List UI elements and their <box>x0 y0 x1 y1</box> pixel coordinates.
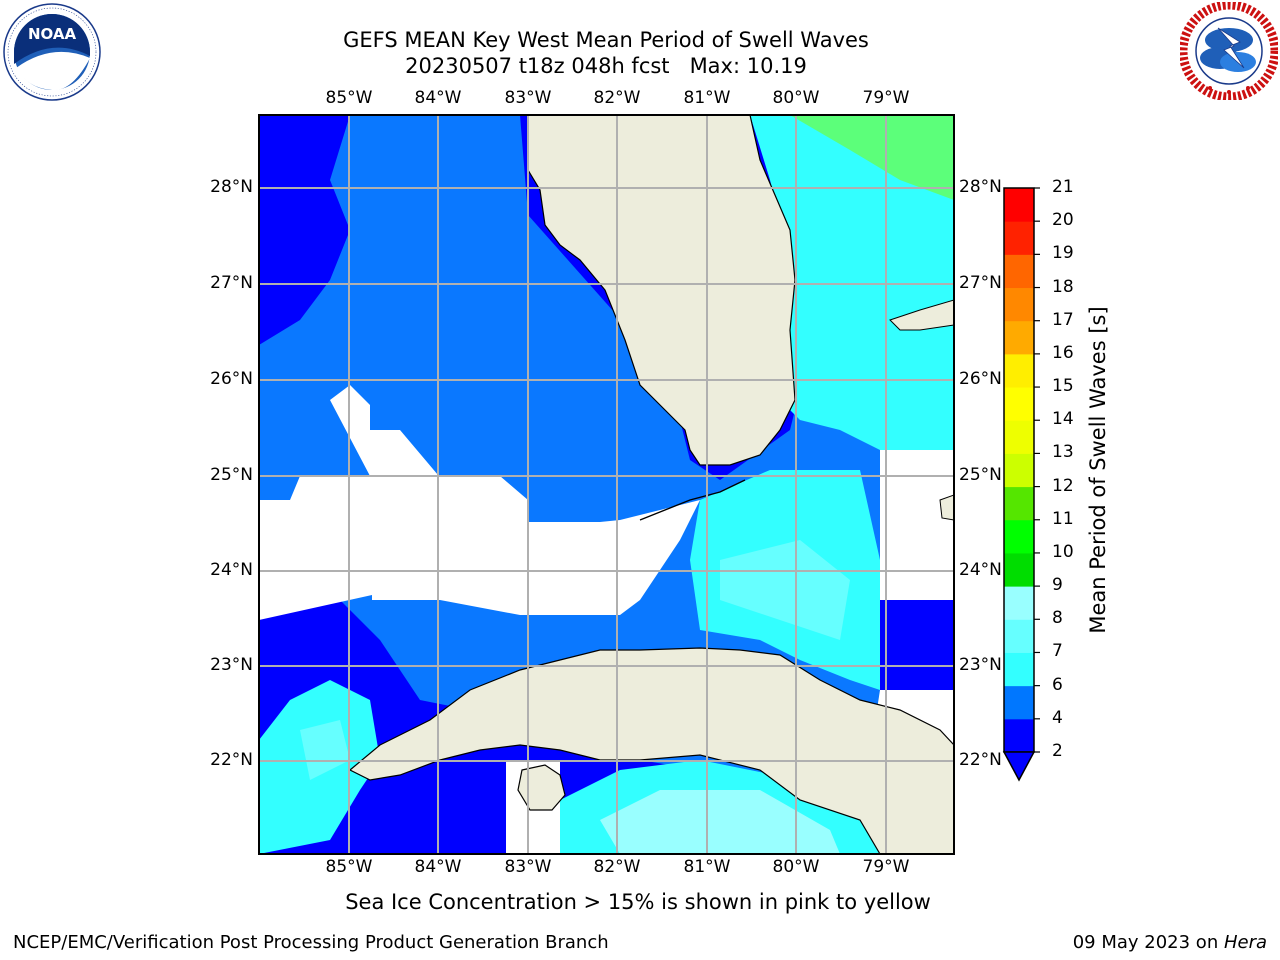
colorbar-segment <box>1004 387 1034 421</box>
lat-label-left-23n: 23°N <box>210 655 253 675</box>
field-6-7s-atlantic <box>750 115 954 450</box>
lat-label-right-26n: 26°N <box>959 369 1002 389</box>
footer-host: Hera <box>1223 932 1267 953</box>
florida-land <box>527 115 796 466</box>
lat-label-left-26n: 26°N <box>210 369 253 389</box>
map-title-line2: 20230507 t18z 048h fcst Max: 10.19 <box>405 54 807 78</box>
field-7-8s-sw <box>300 720 350 780</box>
isle-of-youth-land <box>517 764 566 811</box>
lat-label-right-25n: 25°N <box>959 465 1002 485</box>
colorbar-segment <box>1004 188 1034 222</box>
colorbar-tick-label: 7 <box>1052 641 1063 662</box>
colorbar-segment <box>1004 685 1034 720</box>
colorbar-segment <box>1004 353 1034 388</box>
cuba-land <box>348 647 954 854</box>
colorbar-segment <box>1004 287 1034 322</box>
lon-label-top-81w: 81°W <box>683 88 731 108</box>
lat-label-left-28n: 28°N <box>210 177 253 197</box>
bahamas-land-south <box>939 494 954 521</box>
colorbar-segment <box>1004 586 1034 620</box>
colorbar-tick-label: 11 <box>1052 508 1074 529</box>
colorbar-segment <box>1004 619 1034 653</box>
colorbar-tick-label: 16 <box>1052 342 1074 363</box>
map-title-line1: GEFS MEAN Key West Mean Period of Swell … <box>343 28 869 52</box>
lon-label-top-82w: 82°W <box>593 88 641 108</box>
lat-label-right-23n: 23°N <box>959 655 1002 675</box>
nws-logo <box>1180 2 1278 100</box>
footer-date: 09 May 2023 on Hera <box>1073 932 1267 953</box>
colorbar-tick-label: 4 <box>1052 707 1063 728</box>
field-8-9s-caribbean <box>600 790 840 854</box>
florida-keys <box>639 479 746 521</box>
colorbar-tick-label: 17 <box>1052 309 1074 330</box>
colorbar-tick-label: 21 <box>1052 177 1074 197</box>
lon-label-bottom-83w: 83°W <box>504 857 552 877</box>
no-data-gulf <box>259 385 700 620</box>
lon-label-bottom-85w: 85°W <box>325 857 373 877</box>
colorbar-tick-label: 20 <box>1052 210 1074 231</box>
field-8-9s-north <box>790 115 954 200</box>
colorbar-segment <box>1004 519 1034 554</box>
colorbar-tick-label: 9 <box>1052 575 1063 596</box>
colorbar-segment <box>1004 652 1034 687</box>
colorbar-tick-label: 19 <box>1052 243 1074 264</box>
lat-label-left-22n: 22°N <box>210 750 253 770</box>
colorbar-segment <box>1004 320 1034 355</box>
map-frame <box>258 114 955 855</box>
sea-ice-note: Sea Ice Concentration > 15% is shown in … <box>345 890 931 914</box>
colorbar-segment <box>1004 718 1034 753</box>
lon-label-bottom-84w: 84°W <box>414 857 462 877</box>
colorbar-segment <box>1004 420 1034 454</box>
swell-period-field <box>259 115 954 854</box>
colorbar <box>1004 187 1040 753</box>
lon-label-bottom-81w: 81°W <box>683 857 731 877</box>
colorbar-segment <box>1004 486 1034 521</box>
colorbar-tick-label: 2 <box>1052 741 1063 761</box>
colorbar-label: Mean Period of Swell Waves [s] <box>1086 306 1110 634</box>
lon-label-top-84w: 84°W <box>414 88 462 108</box>
colorbar-tick-label: 6 <box>1052 674 1063 695</box>
lat-label-right-27n: 27°N <box>959 273 1002 293</box>
colorbar-tick-label: 13 <box>1052 442 1074 463</box>
footer-credit: NCEP/EMC/Verification Post Processing Pr… <box>13 932 609 953</box>
lon-label-bottom-82w: 82°W <box>593 857 641 877</box>
lat-label-right-22n: 22°N <box>959 750 1002 770</box>
colorbar-tick-label: 12 <box>1052 475 1074 496</box>
bahamas-land-north <box>889 299 954 331</box>
colorbar-segment <box>1004 221 1034 255</box>
lon-label-top-79w: 79°W <box>862 88 910 108</box>
lon-label-bottom-79w: 79°W <box>862 857 910 877</box>
graticule <box>259 115 954 854</box>
lat-label-right-28n: 28°N <box>959 177 1002 197</box>
colorbar-tick-label: 8 <box>1052 608 1063 629</box>
lat-label-left-25n: 25°N <box>210 465 253 485</box>
lat-label-left-27n: 27°N <box>210 273 253 293</box>
noaa-logo: NOAA <box>3 3 101 101</box>
colorbar-extend-arrow <box>1002 751 1036 782</box>
lat-label-left-24n: 24°N <box>210 560 253 580</box>
lat-label-right-24n: 24°N <box>959 560 1002 580</box>
lon-label-top-80w: 80°W <box>772 88 820 108</box>
colorbar-tick-label: 14 <box>1052 409 1074 430</box>
colorbar-segment <box>1004 254 1034 289</box>
no-data-bahamas <box>880 450 954 600</box>
lon-label-top-83w: 83°W <box>504 88 552 108</box>
colorbar-segment <box>1004 552 1034 587</box>
lon-label-top-85w: 85°W <box>325 88 373 108</box>
footer-date-text: 09 May 2023 on <box>1072 932 1224 953</box>
colorbar-tick-label: 10 <box>1052 541 1074 562</box>
colorbar-tick-label: 15 <box>1052 376 1074 397</box>
colorbar-segment <box>1004 453 1034 488</box>
field-7-8s-straits <box>720 540 850 640</box>
colorbar-tick-label: 18 <box>1052 276 1074 297</box>
noaa-logo-text: NOAA <box>28 25 77 43</box>
lon-label-bottom-80w: 80°W <box>772 857 820 877</box>
